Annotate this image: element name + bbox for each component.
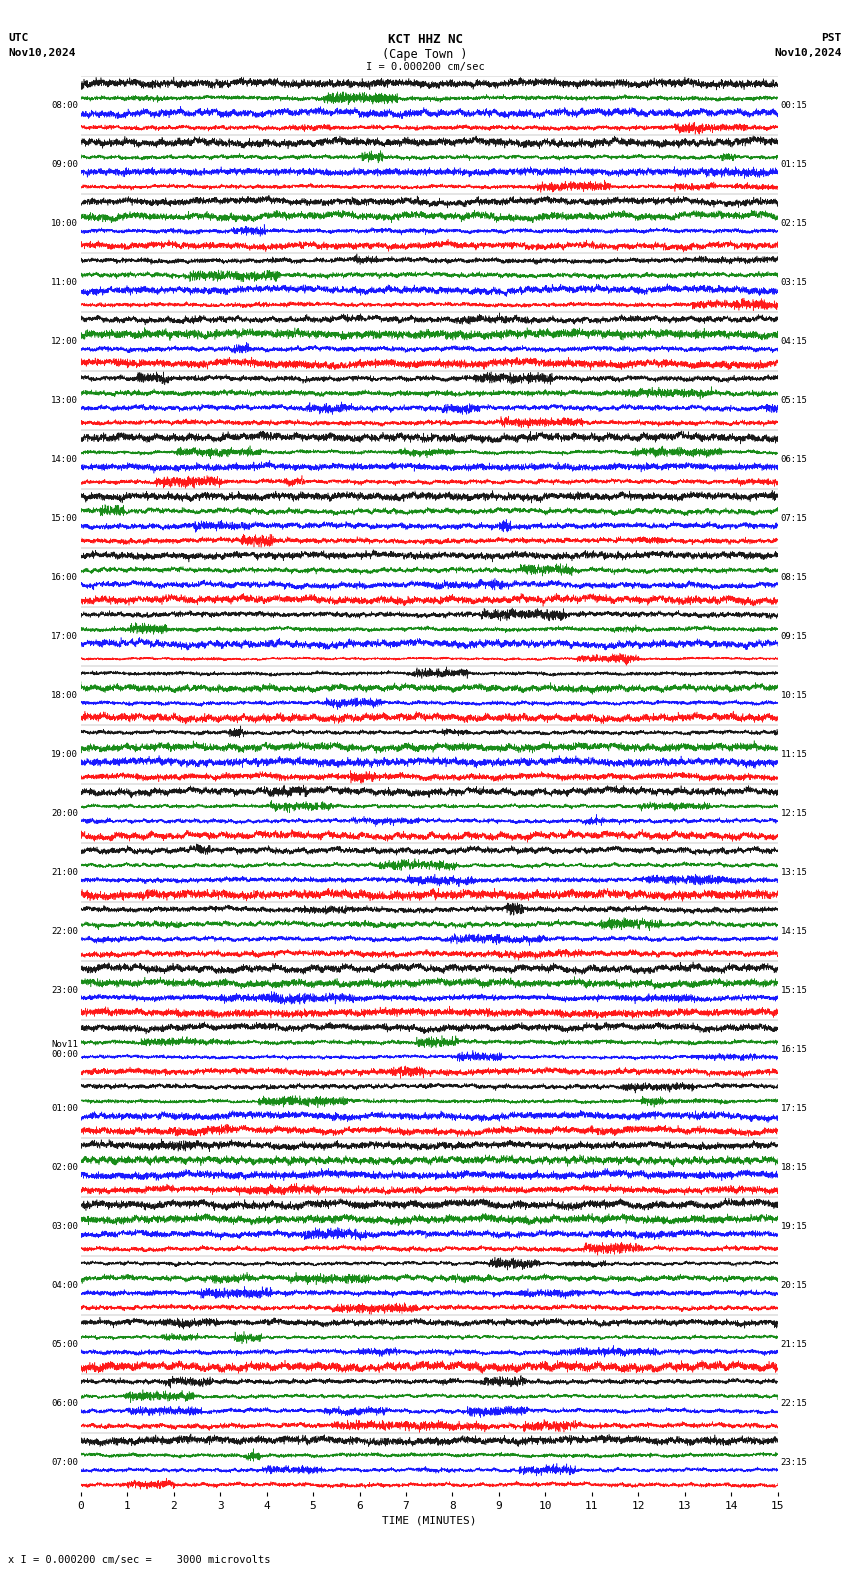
Text: PST: PST [821,33,842,43]
Text: x I = 0.000200 cm/sec =    3000 microvolts: x I = 0.000200 cm/sec = 3000 microvolts [8,1555,271,1565]
X-axis label: TIME (MINUTES): TIME (MINUTES) [382,1516,477,1525]
Text: Nov10,2024: Nov10,2024 [774,48,842,57]
Text: I = 0.000200 cm/sec: I = 0.000200 cm/sec [366,62,484,71]
Text: Nov10,2024: Nov10,2024 [8,48,76,57]
Text: KCT HHZ NC: KCT HHZ NC [388,33,462,46]
Text: (Cape Town ): (Cape Town ) [382,48,468,60]
Text: UTC: UTC [8,33,29,43]
